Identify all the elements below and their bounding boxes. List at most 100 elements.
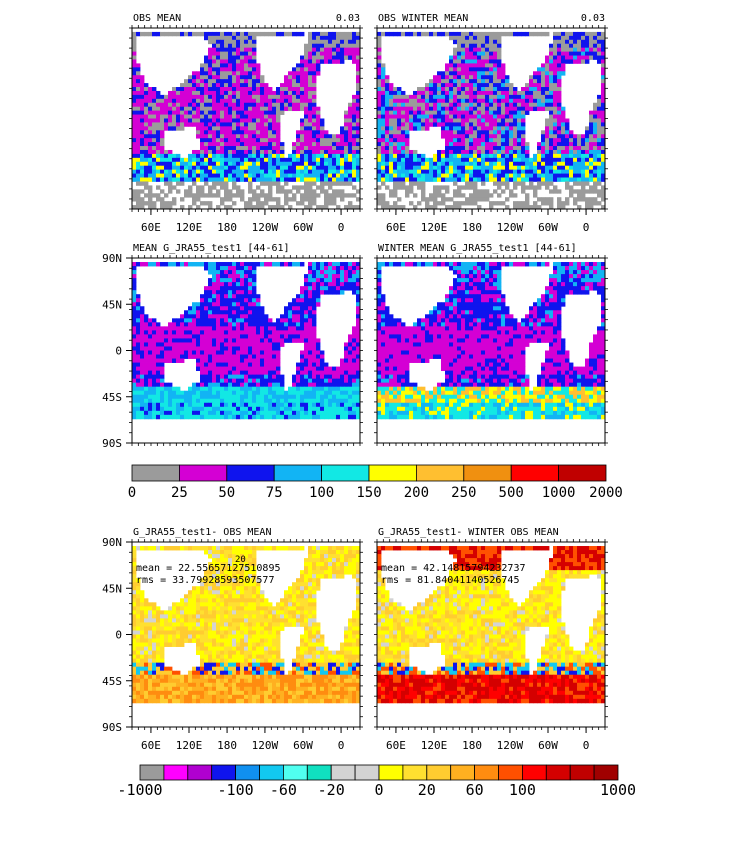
map-cell <box>308 286 313 291</box>
map-cell <box>232 330 237 335</box>
map-cell <box>248 306 253 311</box>
map-cell <box>493 106 498 112</box>
map-cell <box>156 169 161 174</box>
map-cell <box>461 130 466 135</box>
map-cell <box>312 146 317 151</box>
map-cell <box>260 146 265 151</box>
map-cell <box>517 102 522 108</box>
map-cell <box>344 165 349 171</box>
map-cell <box>320 47 325 52</box>
map-cell <box>140 318 145 323</box>
map-cell <box>256 330 261 335</box>
map-cell <box>332 266 337 271</box>
map-cell <box>545 79 550 84</box>
map-cell <box>553 185 558 190</box>
map-cell <box>144 342 149 347</box>
map-cell <box>481 43 486 49</box>
map-cell <box>288 197 293 202</box>
map-cell <box>156 173 161 178</box>
map-cell <box>541 197 546 202</box>
map-cell <box>132 165 137 171</box>
map-cell <box>224 153 229 159</box>
map-cell <box>212 94 217 100</box>
map-cell <box>136 98 141 104</box>
map-cell <box>276 102 281 108</box>
map-cell <box>541 181 546 186</box>
map-cell <box>336 51 341 56</box>
map-cell <box>385 134 390 139</box>
map-cell <box>473 79 478 84</box>
map-cell <box>352 146 357 151</box>
map-cell <box>244 266 249 271</box>
map-cell <box>545 142 550 147</box>
map-cell <box>469 126 474 131</box>
map-cell <box>336 43 341 49</box>
map-cell <box>196 302 201 307</box>
map-cell <box>481 87 486 92</box>
map-cell <box>545 173 550 178</box>
map-cell <box>192 310 197 315</box>
map-cell <box>308 262 313 267</box>
map-cell <box>549 122 554 127</box>
map-cell <box>493 55 498 60</box>
x-tick-label: 180 <box>217 221 237 234</box>
map-cell <box>453 138 458 143</box>
map-cell <box>312 149 317 155</box>
map-cell <box>228 205 233 210</box>
map-cell <box>557 118 562 123</box>
map-cell <box>573 138 578 143</box>
map-cell <box>260 102 265 108</box>
map-cell <box>493 79 498 84</box>
map-cell <box>292 102 297 108</box>
map-cell <box>232 350 237 355</box>
map-cell <box>553 75 558 80</box>
map-cell <box>557 134 562 139</box>
map-cell <box>216 114 221 119</box>
map-cell <box>268 262 273 267</box>
map-cell <box>256 302 261 307</box>
map-cell <box>280 106 285 112</box>
map-cell <box>228 310 233 315</box>
map-cell <box>204 302 209 307</box>
map-cell <box>152 318 157 323</box>
map-cell <box>501 134 506 139</box>
map-cell <box>445 185 450 190</box>
map-cell <box>469 94 474 100</box>
map-cell <box>152 334 157 339</box>
map-cell <box>316 157 321 163</box>
map-cell <box>232 306 237 311</box>
map-cell <box>405 94 410 100</box>
map-cell <box>264 122 269 127</box>
map-cell <box>232 342 237 347</box>
map-cell <box>485 157 490 163</box>
map-cell <box>256 161 261 167</box>
map-cell <box>525 193 530 198</box>
map-cell <box>248 71 253 76</box>
map-cell <box>393 106 398 112</box>
map-cell <box>577 55 582 60</box>
map-cell <box>473 87 478 92</box>
map-cell <box>589 201 594 206</box>
map-cell <box>352 149 357 155</box>
map-cell <box>348 266 353 271</box>
map-cell <box>272 177 277 182</box>
map-cell <box>300 75 305 80</box>
map-cell <box>288 90 293 96</box>
map-cell <box>216 153 221 159</box>
map-cell <box>597 149 602 155</box>
map-cell <box>304 298 309 303</box>
map-cell <box>352 43 357 49</box>
map-cell <box>236 286 241 291</box>
map-cell <box>144 102 149 108</box>
map-cell <box>340 286 345 291</box>
map-cell <box>501 138 506 143</box>
map-cell <box>497 106 502 112</box>
map-cell <box>553 114 558 119</box>
map-cell <box>352 51 357 56</box>
map-cell <box>553 87 558 92</box>
map-cell <box>260 161 265 167</box>
map-cell <box>465 126 470 131</box>
map-cell <box>180 350 185 355</box>
map-cell <box>561 55 566 60</box>
map-cell <box>300 350 305 355</box>
